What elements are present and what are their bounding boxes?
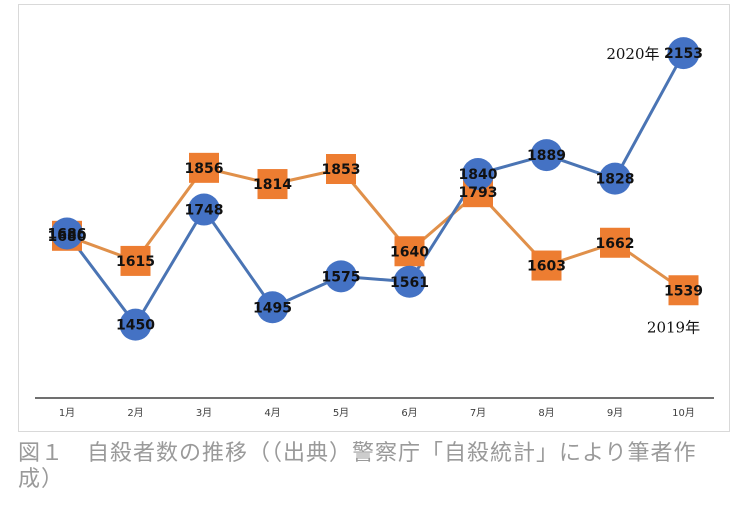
data-point-circle bbox=[393, 265, 426, 298]
x-tick-label: 2月 bbox=[127, 407, 143, 419]
series-markers bbox=[51, 37, 700, 341]
x-tick-label: 7月 bbox=[470, 407, 486, 419]
data-point-circle bbox=[119, 308, 152, 341]
data-point-circle bbox=[51, 217, 83, 250]
data-label: 1840 bbox=[459, 167, 498, 183]
data-point-circle bbox=[667, 37, 700, 70]
data-point-square bbox=[600, 227, 630, 258]
data-point-circle bbox=[325, 260, 357, 293]
data-label: 1828 bbox=[596, 172, 635, 188]
data-label: 1561 bbox=[390, 275, 429, 291]
data-point-circle bbox=[256, 291, 289, 324]
data-point-square bbox=[668, 275, 699, 306]
data-label: 1662 bbox=[596, 236, 635, 252]
series-name-label: 2019年 bbox=[647, 318, 700, 336]
x-tick-label: 3月 bbox=[196, 407, 212, 419]
x-tick-label: 6月 bbox=[401, 407, 417, 419]
series-line bbox=[65, 52, 685, 327]
data-label: 1539 bbox=[664, 283, 703, 299]
data-point-circle bbox=[530, 139, 563, 172]
x-tick-label: 10月 bbox=[672, 407, 695, 419]
data-point-square bbox=[120, 245, 151, 276]
data-label: 1686 bbox=[48, 226, 87, 242]
data-label: 1748 bbox=[185, 203, 224, 219]
data-point-circle bbox=[599, 162, 631, 195]
data-label: 1680 bbox=[48, 229, 87, 245]
x-tick-label: 5月 bbox=[333, 407, 349, 419]
data-labels: 1680 1615 1856 1814 1853 1640 1793 1603 1662 1539… bbox=[48, 46, 703, 333]
series-name-label: 2020年 bbox=[606, 45, 659, 63]
data-point-square bbox=[394, 236, 425, 267]
series-name-labels: 2019年 2020年 bbox=[606, 45, 700, 336]
x-tick-label: 4月 bbox=[264, 407, 280, 419]
figure-caption: 図１ 自殺者数の推移（（出典）警察庁「自殺統計」により筆者作成） bbox=[18, 441, 697, 492]
data-label: 1889 bbox=[527, 148, 566, 164]
series-lines bbox=[65, 52, 685, 327]
data-point-square bbox=[189, 152, 219, 183]
data-label: 1603 bbox=[527, 259, 566, 275]
data-label: 1856 bbox=[185, 161, 224, 177]
data-point-circle bbox=[188, 193, 220, 226]
x-tick-labels: 1月 2月 3月 4月 5月 6月 7月 8月 9月 10月 bbox=[59, 407, 695, 419]
x-tick-label: 1月 bbox=[59, 407, 75, 419]
data-label: 1495 bbox=[253, 300, 292, 316]
x-tick-label: 9月 bbox=[607, 407, 623, 419]
data-label: 1814 bbox=[253, 177, 292, 193]
series-line bbox=[66, 166, 685, 292]
data-label: 1853 bbox=[322, 162, 361, 178]
data-point-square bbox=[257, 169, 288, 200]
data-label: 1575 bbox=[322, 269, 361, 285]
data-point-square bbox=[326, 154, 356, 185]
data-label: 1793 bbox=[459, 185, 498, 201]
x-tick-label: 8月 bbox=[538, 407, 554, 419]
data-label: 1640 bbox=[390, 244, 429, 260]
data-label: 1450 bbox=[116, 318, 155, 334]
data-label: 2153 bbox=[664, 46, 703, 62]
chart-frame bbox=[18, 4, 730, 432]
data-label: 1615 bbox=[116, 254, 155, 270]
line-chart: 1月 2月 3月 4月 5月 6月 7月 8月 9月 10月 1680 1615 1856 1814 18… bbox=[35, 37, 714, 419]
data-point-square bbox=[531, 250, 562, 281]
data-point-circle bbox=[462, 158, 494, 191]
